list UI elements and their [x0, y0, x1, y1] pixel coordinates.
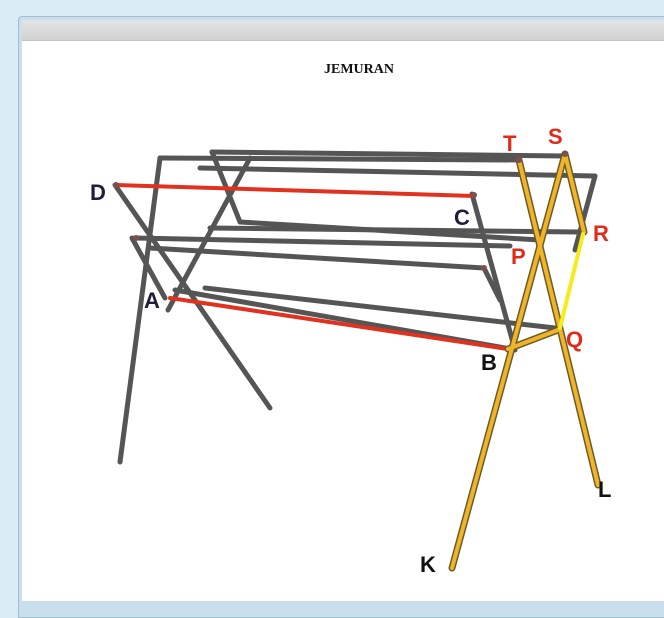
leg-sk [450, 152, 567, 570]
point-labels: D C A B T S R P Q K L [90, 124, 611, 577]
joints [113, 151, 568, 271]
leg-sr [563, 152, 586, 234]
label-b: B [481, 350, 497, 375]
line-dc [114, 183, 476, 198]
bar-bq [506, 328, 560, 351]
window-titlebar [22, 20, 664, 41]
yellow-legs [448, 150, 602, 572]
drying-rack-diagram: D C A B T S R P Q K L [90, 124, 611, 577]
label-s: S [548, 124, 563, 149]
label-t: T [503, 131, 517, 156]
label-a: A [144, 288, 160, 313]
label-l: L [598, 477, 611, 502]
label-k: K [420, 552, 436, 577]
label-d: D [90, 180, 106, 205]
page-title: JEMURAN [324, 62, 394, 77]
rack-frame [112, 149, 598, 465]
label-r: R [593, 221, 609, 246]
label-p: P [511, 244, 526, 269]
line-rq [558, 232, 585, 330]
red-lines [114, 183, 510, 351]
leg-tl [517, 158, 600, 487]
label-q: Q [566, 327, 583, 352]
line-ab [168, 296, 510, 351]
label-c: C [454, 205, 470, 230]
